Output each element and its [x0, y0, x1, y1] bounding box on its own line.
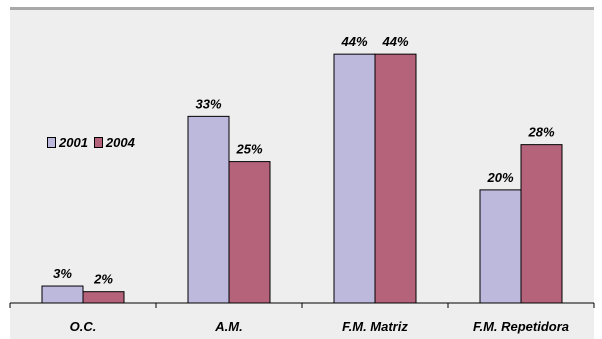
category-label-1: A.M. — [214, 319, 242, 334]
category-label-2: F.M. Matriz — [342, 319, 408, 334]
legend-item-2004: 2004 — [93, 135, 135, 150]
data-label-2001-0: 3% — [53, 266, 72, 281]
data-label-2004-3: 28% — [527, 125, 554, 140]
legend-item-2001: 2001 — [47, 135, 88, 150]
bar-2004-0 — [82, 291, 125, 304]
bar-2004-2 — [374, 53, 417, 304]
data-label-2004-2: 44% — [381, 34, 408, 49]
bar-2001-3 — [479, 189, 522, 304]
legend-label-2004: 2004 — [105, 135, 135, 150]
data-label-2004-0: 2% — [93, 272, 113, 287]
data-label-2004-1: 25% — [235, 142, 262, 157]
bar-2001-1 — [187, 115, 230, 304]
legend: 2001 2004 — [47, 135, 137, 150]
data-label-2001-1: 33% — [195, 96, 221, 111]
legend-swatch-2004 — [93, 137, 103, 148]
bar-2004-3 — [520, 144, 563, 304]
data-label-2001-3: 20% — [486, 170, 513, 185]
category-label-0: O.C. — [70, 319, 97, 334]
bar-2001-0 — [41, 285, 84, 304]
legend-swatch-2001 — [47, 137, 56, 148]
data-label-2001-2: 44% — [340, 34, 367, 49]
category-label-3: F.M. Repetidora — [473, 319, 569, 334]
top-rule — [10, 7, 594, 10]
legend-label-2001: 2001 — [59, 135, 88, 150]
bar-2001-2 — [333, 53, 376, 304]
bar-2004-1 — [228, 161, 271, 304]
